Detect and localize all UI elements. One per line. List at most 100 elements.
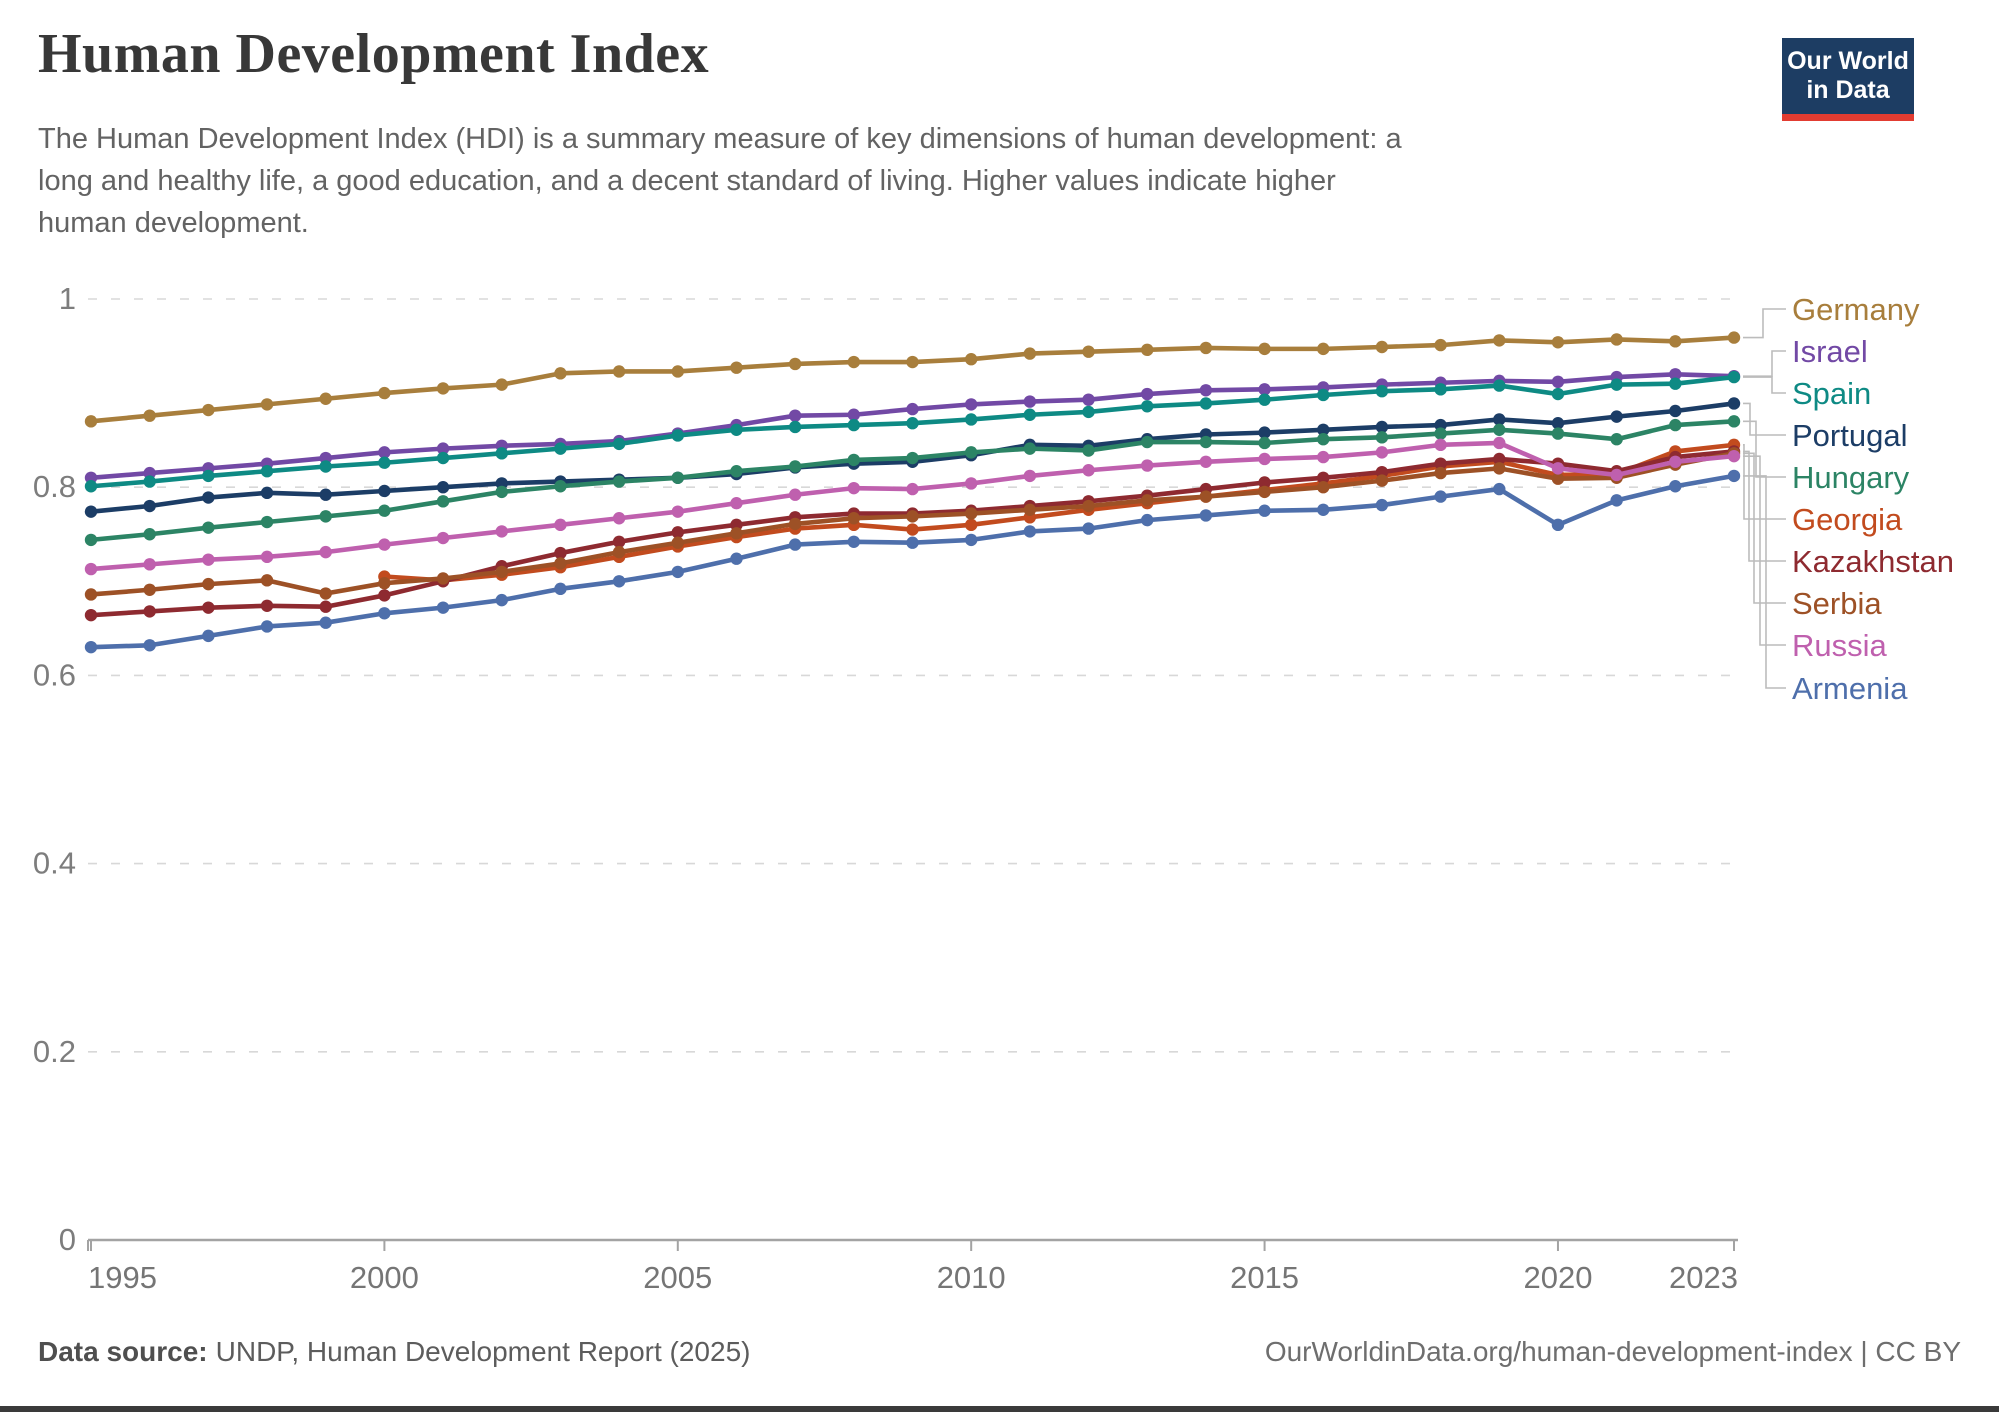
data-point[interactable]	[1258, 452, 1271, 466]
legend-label-germany[interactable]: Germany	[1792, 292, 1920, 327]
data-point[interactable]	[436, 451, 450, 465]
data-point[interactable]	[554, 480, 567, 493]
data-point[interactable]	[1141, 343, 1154, 357]
data-point[interactable]	[1317, 503, 1330, 516]
data-point[interactable]	[143, 639, 156, 652]
data-point[interactable]	[436, 481, 450, 494]
data-point[interactable]	[1199, 384, 1213, 397]
data-point[interactable]	[1434, 490, 1447, 503]
data-point[interactable]	[1317, 481, 1330, 494]
data-point[interactable]	[1610, 378, 1623, 391]
data-point[interactable]	[319, 545, 332, 559]
data-point[interactable]	[1141, 435, 1154, 449]
data-point[interactable]	[1434, 338, 1447, 352]
data-point[interactable]	[1551, 462, 1565, 475]
data-point[interactable]	[436, 382, 450, 395]
data-point[interactable]	[964, 398, 978, 411]
data-point[interactable]	[906, 523, 919, 536]
legend-label-portugal[interactable]: Portugal	[1792, 418, 1907, 453]
data-point[interactable]	[1317, 471, 1330, 484]
data-point[interactable]	[1258, 436, 1271, 450]
data-point[interactable]	[319, 600, 332, 613]
data-point[interactable]	[847, 512, 861, 525]
data-point[interactable]	[202, 629, 215, 643]
data-point[interactable]	[1493, 379, 1506, 392]
data-point[interactable]	[847, 408, 861, 421]
data-point[interactable]	[378, 589, 391, 602]
data-point[interactable]	[84, 608, 98, 622]
data-point[interactable]	[143, 558, 156, 571]
data-point[interactable]	[1610, 433, 1623, 446]
data-point[interactable]	[436, 531, 450, 545]
data-point[interactable]	[1023, 442, 1037, 455]
series-line-armenia[interactable]	[88, 473, 1737, 650]
data-point[interactable]	[319, 392, 332, 405]
data-point[interactable]	[319, 460, 332, 473]
data-point[interactable]	[1727, 370, 1741, 384]
data-point[interactable]	[319, 616, 332, 629]
data-point[interactable]	[202, 553, 215, 566]
data-point[interactable]	[495, 565, 508, 579]
data-point[interactable]	[1375, 446, 1389, 459]
data-point[interactable]	[671, 565, 684, 579]
legend-label-hungary[interactable]: Hungary	[1792, 460, 1910, 495]
data-point[interactable]	[202, 601, 215, 614]
data-point[interactable]	[1669, 377, 1682, 390]
data-point[interactable]	[260, 550, 274, 564]
data-point[interactable]	[1082, 393, 1095, 406]
data-point[interactable]	[495, 485, 508, 499]
data-point[interactable]	[1727, 469, 1741, 483]
data-point[interactable]	[143, 409, 156, 422]
data-point[interactable]	[1669, 335, 1682, 348]
data-point[interactable]	[964, 446, 978, 459]
data-point[interactable]	[1669, 404, 1682, 418]
data-point[interactable]	[1669, 368, 1682, 381]
data-point[interactable]	[1551, 518, 1565, 532]
data-point[interactable]	[1375, 431, 1389, 444]
data-point[interactable]	[847, 355, 861, 369]
data-point[interactable]	[964, 353, 978, 366]
data-point[interactable]	[378, 484, 391, 498]
data-point[interactable]	[1023, 408, 1037, 421]
data-point[interactable]	[1434, 427, 1447, 440]
data-point[interactable]	[1493, 462, 1506, 475]
data-point[interactable]	[964, 477, 978, 490]
data-point[interactable]	[143, 475, 156, 488]
data-point[interactable]	[143, 528, 156, 541]
data-point[interactable]	[202, 577, 215, 591]
data-point[interactable]	[1199, 397, 1213, 410]
data-point[interactable]	[260, 465, 274, 478]
data-point[interactable]	[847, 535, 861, 548]
data-point[interactable]	[1551, 472, 1565, 485]
data-point[interactable]	[1258, 426, 1271, 439]
data-point[interactable]	[554, 367, 567, 380]
data-point[interactable]	[1023, 503, 1037, 516]
data-point[interactable]	[378, 386, 391, 400]
data-point[interactable]	[260, 398, 274, 411]
data-point[interactable]	[671, 536, 684, 549]
data-point[interactable]	[788, 538, 802, 551]
data-point[interactable]	[1727, 397, 1741, 410]
data-point[interactable]	[671, 429, 684, 442]
data-point[interactable]	[906, 417, 919, 430]
data-point[interactable]	[378, 456, 391, 469]
data-point[interactable]	[1317, 342, 1330, 356]
legend-label-kazakhstan[interactable]: Kazakhstan	[1792, 544, 1954, 579]
data-point[interactable]	[1493, 334, 1506, 347]
data-point[interactable]	[260, 599, 274, 612]
data-point[interactable]	[847, 418, 861, 432]
data-point[interactable]	[1610, 494, 1623, 507]
data-point[interactable]	[319, 510, 332, 523]
owid-logo[interactable]: Our World in Data	[1782, 38, 1914, 121]
data-point[interactable]	[143, 583, 156, 596]
data-point[interactable]	[1375, 420, 1389, 434]
data-point[interactable]	[964, 413, 978, 426]
data-point[interactable]	[964, 518, 978, 532]
data-point[interactable]	[1669, 480, 1682, 493]
data-point[interactable]	[1023, 469, 1037, 483]
data-point[interactable]	[495, 447, 508, 460]
data-point[interactable]	[730, 465, 743, 478]
data-point[interactable]	[1610, 333, 1623, 346]
data-point[interactable]	[1727, 415, 1741, 428]
data-point[interactable]	[1199, 341, 1213, 355]
